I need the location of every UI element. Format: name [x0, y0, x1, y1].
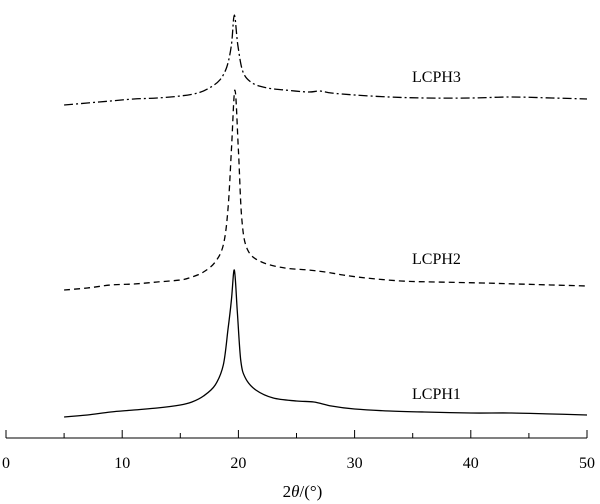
x-tick-label: 0 — [2, 455, 10, 472]
series-line-lcph1 — [64, 269, 588, 418]
series-label-lcph2: LCPH2 — [412, 251, 461, 268]
x-axis-title: 2θ/(°) — [283, 482, 323, 501]
x-tick-label: 10 — [114, 455, 130, 472]
series-label-lcph1: LCPH1 — [412, 386, 461, 403]
x-tick-label: 50 — [579, 455, 595, 472]
series-line-lcph3 — [64, 14, 588, 106]
x-tick-label: 40 — [463, 455, 479, 472]
x-tick-label: 20 — [230, 455, 246, 472]
x-axis-title-symbol: θ — [291, 482, 299, 501]
series-layer: LCPH1 LCPH2 LCPH3 — [64, 14, 588, 418]
series-label-lcph3: LCPH3 — [412, 69, 461, 86]
x-axis-title-suffix: /(°) — [300, 482, 323, 501]
x-tick-label: 30 — [347, 455, 363, 472]
x-ticks: 0 10 20 30 40 50 — [2, 430, 595, 472]
x-axis-title-prefix: 2 — [283, 482, 292, 501]
series-line-lcph2 — [64, 89, 588, 291]
